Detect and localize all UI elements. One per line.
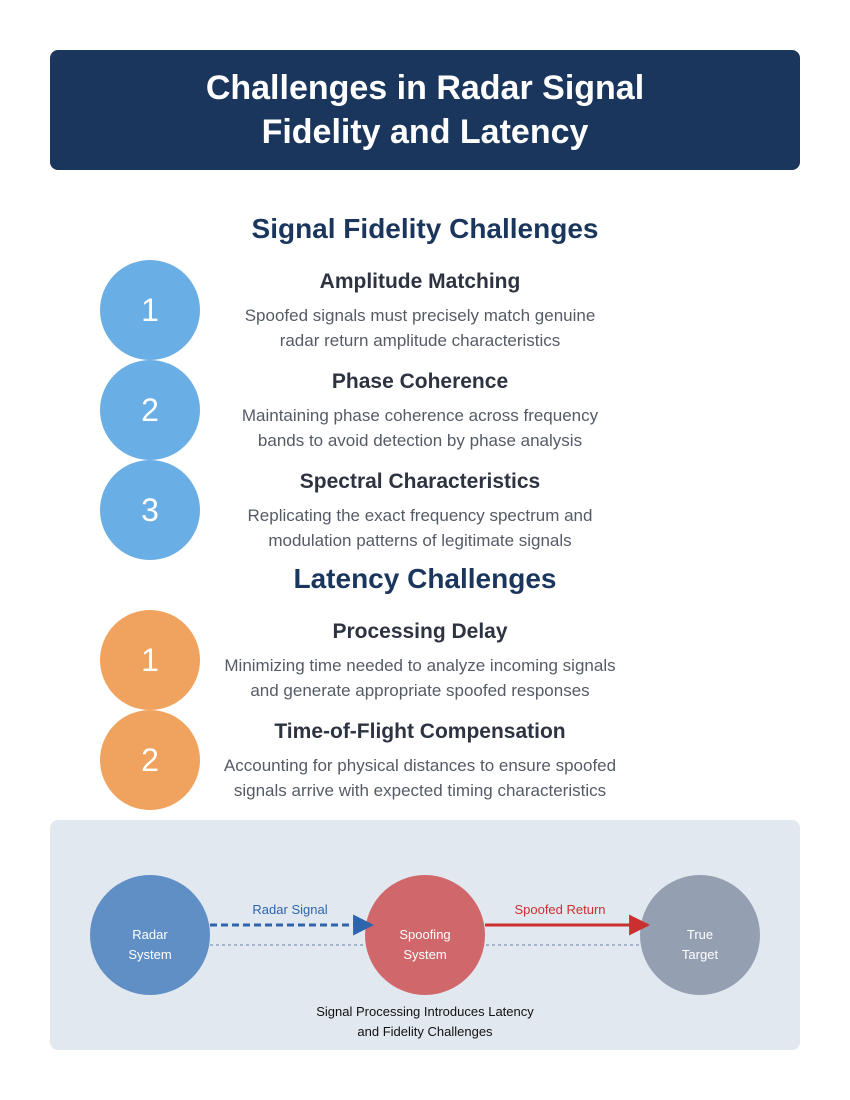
desc-line: Spoofed signals must precisely match gen…: [244, 306, 596, 325]
true-target-node: [640, 875, 760, 995]
latency-item: 1 Processing Delay Minimizing time neede…: [0, 610, 850, 710]
fidelity-heading: Signal Fidelity Challenges: [251, 213, 599, 244]
spoofed-return-label: Spoofed Return: [514, 902, 606, 917]
flow-diagram-svg: [90, 875, 760, 995]
fidelity-item: 2 Phase Coherence Maintaining phase cohe…: [0, 360, 850, 460]
desc-line: modulation patterns of legitimate signal…: [268, 531, 572, 550]
item-description: Minimizing time needed to analyze incomi…: [200, 653, 640, 703]
caption-line: and Fidelity Challenges: [357, 1024, 493, 1039]
desc-line: Maintaining phase coherence across frequ…: [241, 406, 599, 425]
desc-line: and generate appropriate spoofed respons…: [250, 681, 590, 700]
latency-item: 2 Time-of-Flight Compensation Accounting…: [0, 710, 850, 810]
item-title: Time-of-Flight Compensation: [274, 720, 566, 743]
radar-signal-label: Radar Signal: [252, 902, 328, 917]
fidelity-item: 3 Spectral Characteristics Replicating t…: [0, 460, 850, 560]
number-badge: 2: [100, 360, 200, 460]
item-title: Phase Coherence: [331, 370, 509, 393]
diagram-caption: Signal Processing Introduces Latency and…: [275, 1002, 575, 1042]
node-label-line: True: [686, 927, 714, 942]
desc-line: Accounting for physical distances to ens…: [223, 756, 617, 775]
desc-line: bands to avoid detection by phase analys…: [257, 431, 583, 450]
node-label-line: System: [403, 947, 447, 962]
node-label-line: Target: [681, 947, 719, 962]
item-title: Amplitude Matching: [319, 270, 521, 293]
desc-line: Replicating the exact frequency spectrum…: [247, 506, 593, 525]
item-title: Spectral Characteristics: [299, 470, 541, 493]
signal-flow-diagram: Radar Signal Spoofed Return Radar System…: [50, 820, 800, 1050]
latency-heading: Latency Challenges: [293, 563, 557, 594]
fidelity-item: 1 Amplitude Matching Spoofed signals mus…: [0, 260, 850, 360]
radar-system-node: [90, 875, 210, 995]
radar-system-label: Radar System: [90, 925, 210, 965]
item-title: Processing Delay: [332, 620, 508, 643]
number-badge: 1: [100, 260, 200, 360]
node-label-line: System: [128, 947, 172, 962]
number-badge: 3: [100, 460, 200, 560]
spoofing-system-label: Spoofing System: [365, 925, 485, 965]
true-target-label: True Target: [640, 925, 760, 965]
node-label-line: Radar: [132, 927, 168, 942]
spoofing-system-node: [365, 875, 485, 995]
item-description: Replicating the exact frequency spectrum…: [200, 503, 640, 553]
desc-line: radar return amplitude characteristics: [279, 331, 561, 350]
number-badge: 2: [100, 710, 200, 810]
caption-line: Signal Processing Introduces Latency: [316, 1004, 534, 1019]
node-label-line: Spoofing: [399, 927, 451, 942]
page-title: Challenges in Radar Signal Fidelity and …: [205, 69, 645, 151]
item-description: Maintaining phase coherence across frequ…: [200, 403, 640, 453]
item-description: Spoofed signals must precisely match gen…: [200, 303, 640, 353]
desc-line: signals arrive with expected timing char…: [233, 781, 607, 800]
title-banner: Challenges in Radar Signal Fidelity and …: [50, 50, 800, 170]
item-description: Accounting for physical distances to ens…: [200, 753, 640, 803]
number-badge: 1: [100, 610, 200, 710]
desc-line: Minimizing time needed to analyze incomi…: [224, 656, 616, 675]
